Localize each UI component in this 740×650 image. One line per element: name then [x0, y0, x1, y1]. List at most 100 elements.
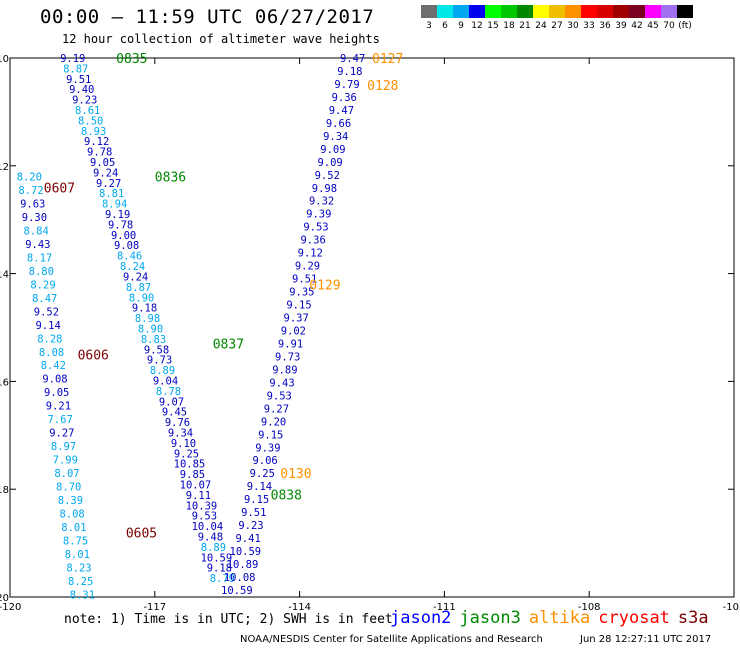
- data-point-s3a: 8.80: [29, 266, 54, 278]
- data-point-jason3: 9.24: [123, 271, 148, 283]
- data-point-altika: 10.08: [224, 572, 256, 584]
- data-point-s3a: 9.21: [46, 401, 71, 413]
- data-point-altika: 10.59: [230, 546, 262, 558]
- data-point-altika: 9.47: [329, 105, 354, 117]
- color-scale-label: 18: [503, 21, 515, 31]
- data-point-altika: 9.12: [298, 248, 323, 260]
- color-swatch: [437, 5, 453, 18]
- data-point-jason3: 9.25: [174, 448, 199, 460]
- color-swatch: [581, 5, 597, 18]
- units-note: note: 1) Time is in UTC; 2) SWH is in fe…: [64, 612, 393, 627]
- data-point-jason3: 9.76: [165, 417, 190, 429]
- pass-time-label: 0127: [372, 52, 403, 67]
- color-scale-label: 21: [519, 21, 531, 31]
- color-scale-label: 42: [631, 21, 643, 31]
- data-point-altika: 9.51: [292, 274, 317, 286]
- pass-time-label: 0605: [126, 526, 157, 541]
- color-scale-label: 6: [442, 21, 448, 31]
- data-point-s3a: 7.67: [47, 414, 72, 426]
- pass-time-label: 0130: [280, 467, 311, 482]
- data-point-s3a: 9.63: [20, 199, 45, 211]
- data-point-altika: 9.20: [261, 416, 286, 428]
- data-point-altika: 9.51: [241, 507, 266, 519]
- color-scale-cell: 3: [421, 5, 437, 31]
- legend-entry-jason2: jason2: [390, 608, 452, 628]
- color-scale-label: (ft): [678, 21, 692, 31]
- data-point-jason3: 9.40: [69, 84, 94, 96]
- color-scale-label: 70: [663, 21, 675, 31]
- y-tick-label: -18: [0, 485, 9, 496]
- color-scale-cell: 15: [485, 5, 501, 31]
- data-point-altika: 9.43: [269, 377, 294, 389]
- data-point-jason3: 8.46: [117, 251, 142, 263]
- color-swatch: [645, 5, 661, 18]
- color-swatch: [469, 5, 485, 18]
- data-point-jason3: 9.04: [153, 375, 178, 387]
- data-point-altika: 9.36: [332, 92, 357, 104]
- data-point-altika: 9.39: [255, 442, 280, 454]
- x-tick-label: -114: [288, 602, 311, 613]
- data-point-s3a: 8.23: [66, 562, 91, 574]
- data-point-altika: 9.06: [252, 455, 277, 467]
- data-point-altika: 9.23: [238, 520, 263, 532]
- data-point-altika: 9.53: [267, 390, 292, 402]
- color-swatch: [533, 5, 549, 18]
- color-scale-legend: 3 6 9 12 15 18 21 24 27 30 33 36 39 42 45 70 (ft): [421, 5, 693, 31]
- pass-time-label: 0607: [44, 181, 75, 196]
- generated-timestamp: Jun 28 12:27:11 UTC 2017: [580, 634, 712, 645]
- color-swatch: [453, 5, 469, 18]
- data-point-jason3: 8.81: [99, 188, 124, 200]
- color-scale-label: 30: [567, 21, 579, 31]
- data-point-jason3: 9.24: [93, 167, 118, 179]
- data-point-altika: 9.09: [320, 144, 345, 156]
- data-point-s3a: 8.47: [32, 293, 57, 305]
- data-point-jason3: 9.48: [198, 532, 223, 544]
- y-tick-label: -12: [0, 162, 9, 173]
- x-tick-label: -117: [143, 602, 166, 613]
- data-point-altika: 9.98: [312, 183, 337, 195]
- data-point-altika: 9.37: [284, 313, 309, 325]
- data-point-s3a: 8.42: [41, 360, 66, 372]
- data-point-altika: 9.47: [340, 53, 365, 65]
- data-point-s3a: 9.05: [44, 387, 69, 399]
- data-point-jason3: 9.19: [105, 209, 130, 221]
- color-swatch: [597, 5, 613, 18]
- data-point-jason3: 9.19: [60, 53, 85, 65]
- legend-entry-altika: altika: [528, 608, 591, 628]
- color-swatch: [661, 5, 677, 18]
- data-point-s3a: 9.27: [49, 428, 74, 440]
- color-scale-cell: (ft): [677, 5, 693, 31]
- data-point-jason3: 10.59: [201, 552, 233, 564]
- color-scale-label: 45: [647, 21, 659, 31]
- data-point-altika: 9.41: [236, 533, 261, 545]
- color-scale-cell: 24: [533, 5, 549, 31]
- data-point-jason3: 9.12: [84, 136, 109, 148]
- chart-title: 00:00 – 11:59 UTC 06/27/2017: [40, 6, 375, 28]
- data-point-s3a: 8.31: [70, 589, 95, 601]
- color-scale-cell: 70: [661, 5, 677, 31]
- pass-time-label: 0128: [367, 79, 398, 94]
- data-point-altika: 9.34: [323, 131, 348, 143]
- data-point-s3a: 8.97: [51, 441, 76, 453]
- color-swatch: [629, 5, 645, 18]
- data-point-altika: 9.66: [326, 118, 351, 130]
- data-point-altika: 9.15: [244, 494, 269, 506]
- data-point-jason3: 9.18: [132, 303, 157, 315]
- data-point-altika: 10.89: [227, 559, 259, 571]
- data-point-altika: 9.25: [250, 468, 275, 480]
- data-point-altika: 9.52: [315, 170, 340, 182]
- data-point-jason3: 8.90: [129, 292, 154, 304]
- color-swatch: [565, 5, 581, 18]
- data-point-altika: 9.89: [272, 364, 297, 376]
- data-point-altika: 9.09: [317, 157, 342, 169]
- data-point-altika: 9.91: [278, 338, 303, 350]
- data-point-altika: 9.35: [289, 287, 314, 299]
- data-point-jason3: 10.07: [180, 480, 212, 492]
- data-point-jason3: 9.73: [147, 355, 172, 367]
- color-scale-label: 15: [487, 21, 499, 31]
- color-scale-cell: 39: [613, 5, 629, 31]
- data-point-jason3: 9.58: [144, 344, 169, 356]
- data-point-s3a: 8.20: [17, 172, 42, 184]
- legend-entry-cryosat: cryosat: [598, 608, 670, 628]
- data-point-s3a: 7.99: [53, 455, 78, 467]
